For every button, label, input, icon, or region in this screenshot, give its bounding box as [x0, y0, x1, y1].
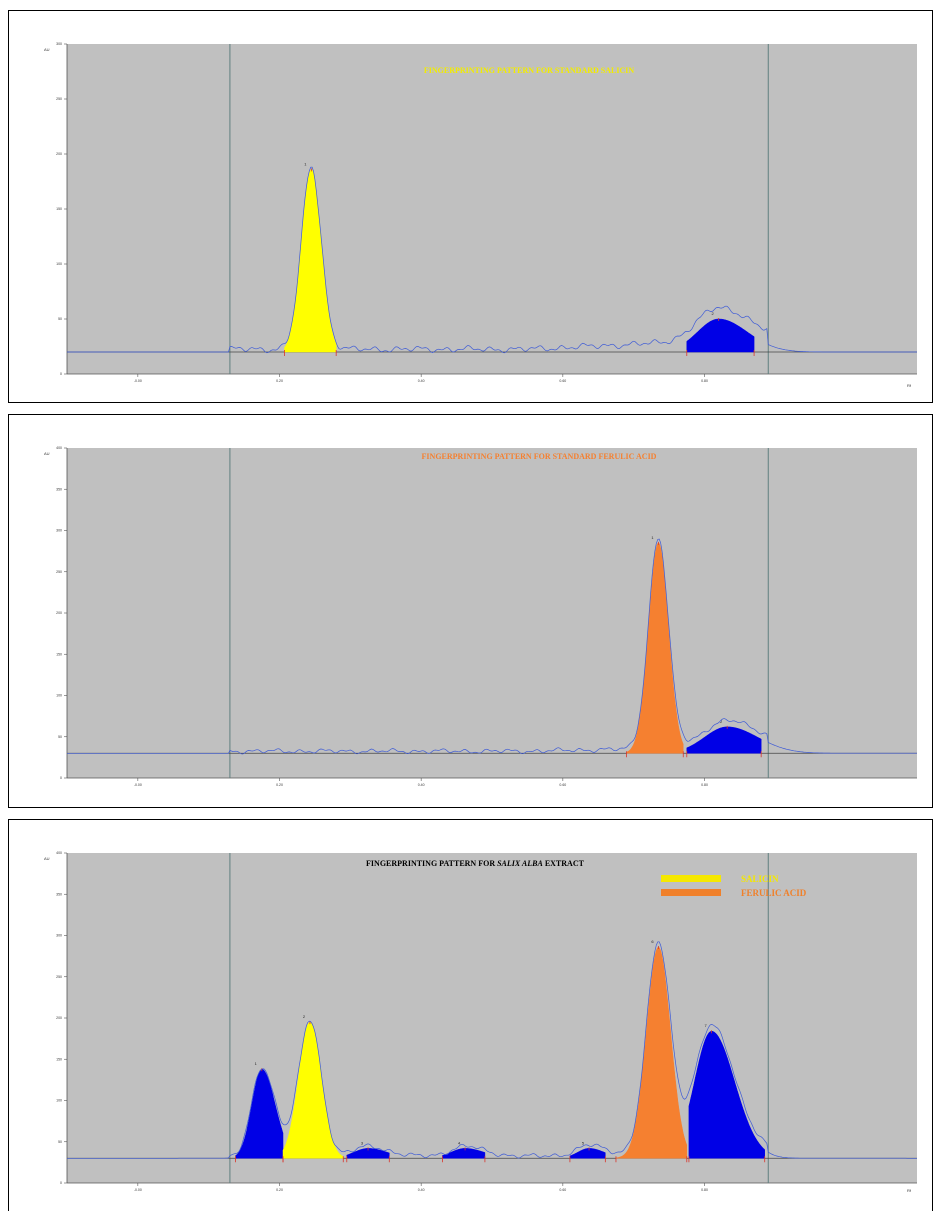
y-tick-label: 350: [56, 892, 62, 896]
y-tick-label: 200: [56, 1016, 62, 1020]
peak-area-2: [686, 318, 755, 353]
y-tick-label: 100: [56, 1099, 62, 1103]
y-tick-label: 100: [56, 262, 62, 266]
chart-title: FINGERPRINTING PATTERN FOR STANDARD FERU…: [422, 452, 657, 461]
legend-swatch-ferulic-acid: [661, 889, 721, 896]
legend-label-salicin: SALICIN: [741, 874, 779, 884]
y-tick-label: 400: [56, 851, 62, 855]
peak-area-7: [688, 1030, 765, 1159]
x-tick-label: 0.60: [559, 379, 566, 383]
plot-background: [67, 853, 917, 1183]
peak-label-3: 3: [361, 1140, 364, 1145]
y-tick-label: 250: [56, 570, 62, 574]
peak-label-7: 7: [704, 1023, 707, 1028]
x-axis-label: Rf: [907, 1188, 912, 1193]
y-tick-label: 150: [56, 1057, 62, 1061]
y-tick-label: 350: [56, 487, 62, 491]
plot-background: [67, 44, 917, 374]
x-tick-label: 0.60: [559, 1188, 566, 1192]
peak-area-1: [626, 542, 684, 754]
x-tick-label: -0.00: [134, 1188, 142, 1192]
y-tick-label: 300: [56, 42, 62, 46]
y-tick-label: 50: [58, 735, 62, 739]
y-tick-label: 150: [56, 207, 62, 211]
chart-svg-ferulic-acid: 0 50 100 150 200 250 300 350 400 -0.00 0.20 0.40 0.6…: [44, 446, 917, 787]
peak-label-6: 6: [651, 939, 654, 944]
densitogram-trace: [67, 941, 917, 1159]
peak-label-1: 1: [304, 161, 307, 166]
x-tick-label: 0.40: [418, 1188, 425, 1192]
peak-label-5: 5: [582, 1140, 585, 1145]
x-tick-label: 0.20: [276, 1188, 283, 1192]
x-tick-label: -0.00: [134, 783, 142, 787]
peak-area-2: [282, 1021, 344, 1159]
densitogram-trace: [67, 166, 917, 354]
y-tick-label: 250: [56, 975, 62, 979]
peak-label-2: 2: [712, 311, 715, 316]
peak-label-4: 4: [458, 1140, 461, 1145]
peak-area-5: [569, 1148, 606, 1159]
densitogram-trace: [67, 538, 917, 755]
y-tick-label: 200: [56, 152, 62, 156]
y-tick-label: 300: [56, 934, 62, 938]
y-tick-label: 300: [56, 529, 62, 533]
legend-label-ferulic-acid: FERULIC ACID: [741, 888, 807, 898]
chart-title: FINGERPRINTING PATTERN FOR SALIX ALBA EX…: [366, 859, 585, 868]
chart-panel-ferulic-acid: 0 50 100 150 200 250 300 350 400 -0.00 0.20 0.40 0.6…: [8, 414, 933, 808]
y-tick-label: 100: [56, 694, 62, 698]
chart-svg-salix-alba: 0 50 100 150 200 250 300 350 400 -0.00 0.20 0.40 0.6…: [44, 851, 917, 1193]
chart-panel-salicin: 0 50 100 150 200 250 300 -0.00 0.20 0.40 0.60 0.80 …: [8, 10, 933, 403]
legend: SALICIN FERULIC ACID: [661, 874, 807, 898]
peak-label-1: 1: [651, 535, 654, 540]
chart-title-suffix: EXTRACT: [543, 859, 585, 868]
y-tick-label: 0: [60, 1181, 62, 1185]
x-axis-label: Rf: [907, 383, 912, 388]
y-tick-label: 0: [60, 372, 62, 376]
peak-label-2: 2: [720, 719, 723, 724]
peak-area-2: [686, 726, 762, 754]
chart-title: FINGERPRINTING PATTERN FOR STANDARD SALI…: [424, 66, 634, 75]
y-axis-label: AU: [44, 856, 50, 861]
y-axis-label: AU: [44, 451, 50, 456]
x-tick-label: 0.80: [701, 379, 708, 383]
peak-area-6: [615, 946, 688, 1159]
x-tick-label: 0.80: [701, 783, 708, 787]
x-tick-label: -0.00: [134, 379, 142, 383]
legend-swatch-salicin: [661, 875, 721, 882]
peak-area-1: [284, 169, 337, 353]
x-tick-label: 0.60: [559, 783, 566, 787]
plot-background: [67, 448, 917, 778]
x-tick-label: 0.20: [276, 379, 283, 383]
y-axis-label: AU: [44, 47, 50, 52]
x-tick-label: 0.40: [418, 783, 425, 787]
y-tick-label: 200: [56, 611, 62, 615]
y-tick-label: 0: [60, 776, 62, 780]
x-tick-label: 0.20: [276, 783, 283, 787]
x-tick-label: 0.40: [418, 379, 425, 383]
chart-panel-salix-alba-extract: 0 50 100 150 200 250 300 350 400 -0.00 0.20 0.40 0.6…: [8, 819, 933, 1211]
chart-title-italic: SALIX ALBA: [497, 859, 543, 868]
y-tick-label: 400: [56, 446, 62, 450]
y-tick-label: 250: [56, 97, 62, 101]
x-tick-label: 0.80: [701, 1188, 708, 1192]
y-tick-label: 150: [56, 652, 62, 656]
peak-label-1: 1: [255, 1061, 258, 1066]
peak-label-2: 2: [303, 1014, 306, 1019]
chart-title-prefix: FINGERPRINTING PATTERN FOR: [366, 859, 497, 868]
y-tick-label: 50: [58, 317, 62, 321]
y-tick-label: 50: [58, 1140, 62, 1144]
